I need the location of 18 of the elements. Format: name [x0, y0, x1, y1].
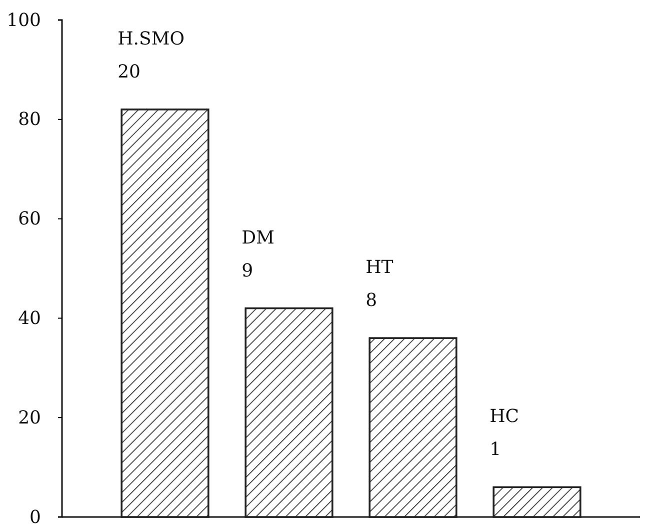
- x-tick-label: HC: [490, 406, 520, 428]
- y-tick-label: 20: [18, 407, 41, 428]
- x-tick-label: HT: [366, 257, 394, 278]
- annotation: 20: [118, 61, 141, 82]
- y-tick-label: 40: [18, 308, 41, 329]
- bar: [492, 486, 582, 518]
- bar: [368, 337, 458, 518]
- annotation: 8: [366, 290, 378, 312]
- y-tick-label: 100: [6, 10, 41, 31]
- y-tick-label: 0: [30, 506, 41, 525]
- annotation: 1: [490, 439, 502, 460]
- annotation: 9: [242, 260, 254, 282]
- x-tick-label: DM: [242, 227, 274, 248]
- bar: [120, 108, 210, 518]
- bar: [244, 307, 334, 518]
- y-tick-label: 80: [18, 109, 41, 130]
- y-tick-label: 60: [18, 208, 41, 230]
- x-tick-label: H.SMO: [118, 28, 185, 50]
